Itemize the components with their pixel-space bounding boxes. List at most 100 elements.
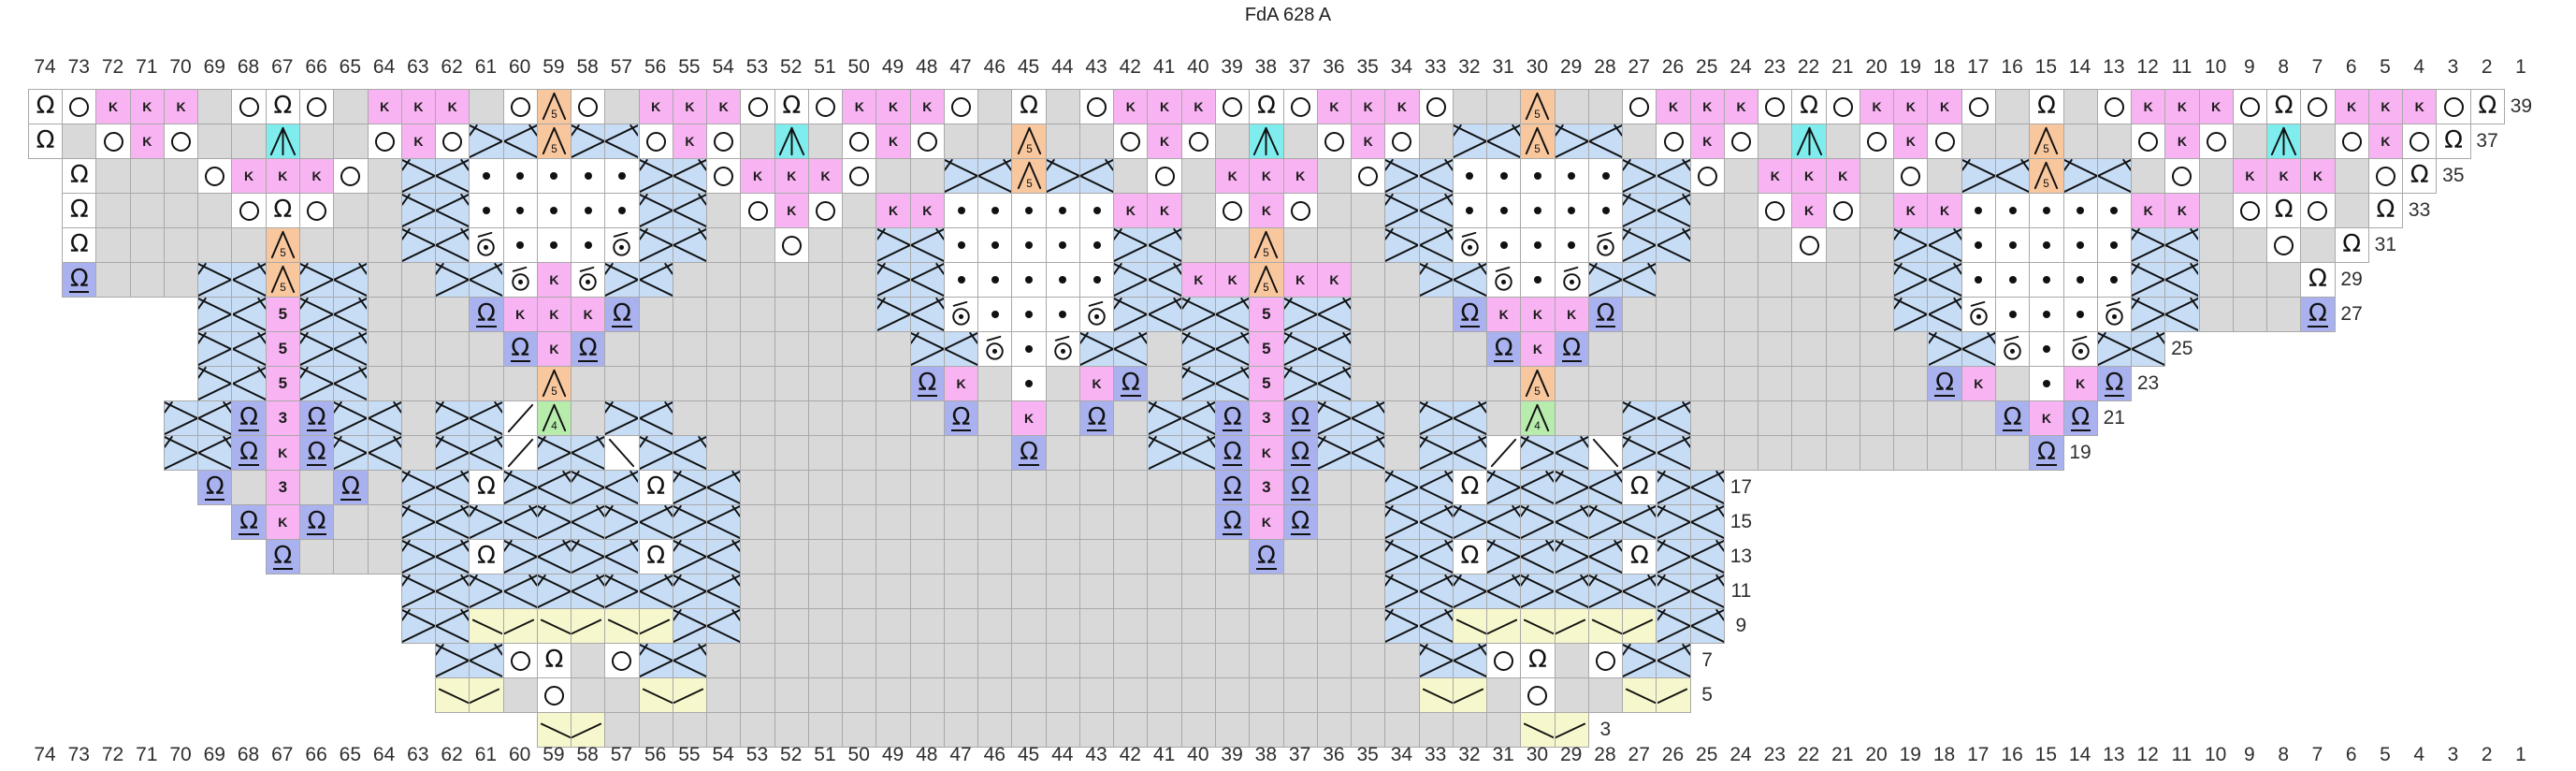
column-number: 46 <box>983 744 1006 765</box>
column-number: 20 <box>1865 56 1888 78</box>
chart-cell <box>571 677 606 713</box>
chart-cell <box>1113 539 1149 575</box>
chart-cell <box>1520 539 1556 575</box>
chart-cell <box>909 539 945 575</box>
chart-cell <box>842 262 877 298</box>
chart-cell <box>1554 262 1589 298</box>
chart-cell <box>2300 193 2336 228</box>
chart-cell <box>1825 193 1860 228</box>
chart-cell <box>909 400 945 436</box>
chart-cell <box>1113 608 1149 644</box>
chart-cell <box>2266 124 2302 159</box>
chart-cell: K <box>1723 89 1759 124</box>
chart-cell <box>2096 331 2133 367</box>
chart-cell <box>909 470 945 505</box>
chart-cell <box>1011 574 1047 609</box>
chart-cell <box>1180 712 1217 748</box>
chart-cell <box>604 608 640 644</box>
chart-cell <box>1723 227 1759 263</box>
chart-cell: K <box>774 158 809 194</box>
chart-cell <box>435 435 470 471</box>
chart-cell <box>1689 366 1725 401</box>
chart-cell <box>1723 331 1759 367</box>
chart-cell <box>1418 124 1454 159</box>
chart-cell: K <box>2164 89 2200 124</box>
chart-cell <box>2300 124 2336 159</box>
chart-cell <box>469 227 504 263</box>
chart-cell <box>435 608 470 644</box>
chart-cell: K <box>1791 193 1827 228</box>
chart-cell <box>400 400 437 436</box>
chart-cell <box>1045 608 1080 644</box>
chart-cell <box>740 608 775 644</box>
chart-cell <box>740 297 775 332</box>
chart-cell <box>197 124 233 159</box>
chart-cell <box>1825 297 1860 332</box>
chart-cell <box>1859 262 1895 298</box>
column-number: 73 <box>67 744 90 765</box>
chart-cell <box>1180 643 1217 678</box>
chart-cell <box>1791 124 1827 159</box>
chart-cell <box>842 331 877 367</box>
chart-cell <box>2266 297 2302 332</box>
chart-cell <box>163 158 199 194</box>
column-number: 60 <box>508 56 531 78</box>
chart-cell <box>1587 366 1624 401</box>
chart-cell: K <box>1893 89 1929 124</box>
column-number: 39 <box>1221 744 1243 765</box>
chart-cell: K <box>1554 297 1589 332</box>
chart-cell <box>604 470 640 505</box>
chart-cell: K <box>435 89 470 124</box>
chart-cell <box>774 331 809 367</box>
chart-cell <box>1656 643 1691 678</box>
chart-cell <box>571 158 606 194</box>
chart-cell: Ω <box>265 539 301 575</box>
chart-cell <box>2096 227 2133 263</box>
chart-cell <box>706 435 742 471</box>
row-label: 7 <box>1701 649 1713 671</box>
chart-cell <box>1045 400 1080 436</box>
chart-cell: K <box>2367 89 2404 124</box>
chart-cell <box>1452 643 1488 678</box>
chart-cell: K <box>1113 193 1149 228</box>
chart-cell: Ω <box>638 539 673 575</box>
chart-cell <box>163 193 199 228</box>
chart-cell <box>1622 227 1657 263</box>
chart-cell <box>876 400 911 436</box>
chart-cell <box>1147 262 1182 298</box>
chart-cell <box>1622 366 1657 401</box>
chart-cell <box>604 712 640 748</box>
column-number: 23 <box>1763 744 1786 765</box>
chart-cell <box>1723 435 1759 471</box>
chart-cell <box>1384 193 1420 228</box>
chart-cell <box>1011 470 1047 505</box>
chart-cell <box>1316 435 1353 471</box>
chart-cell <box>1689 470 1725 505</box>
column-number: 65 <box>339 744 361 765</box>
chart-cell <box>876 504 911 540</box>
chart-cell <box>1452 193 1488 228</box>
row-label: 19 <box>2069 442 2091 463</box>
chart-cell <box>1791 366 1827 401</box>
chart-cell: Ω <box>1587 297 1624 332</box>
chart-cell <box>1927 158 1962 194</box>
chart-cell <box>876 539 911 575</box>
chart-cell <box>1282 608 1318 644</box>
chart-cell <box>1147 504 1182 540</box>
svg-text:4: 4 <box>551 420 557 432</box>
chart-cell <box>1384 539 1420 575</box>
column-number: 29 <box>1560 744 1583 765</box>
column-number: 16 <box>2001 744 2023 765</box>
chart-cell: Ω <box>909 366 945 401</box>
column-number: 16 <box>2001 56 2023 78</box>
column-number: 49 <box>881 744 904 765</box>
chart-cell <box>807 297 844 332</box>
chart-cell <box>1656 158 1691 194</box>
chart-cell <box>807 89 844 124</box>
column-number: 19 <box>1899 56 1921 78</box>
column-number: 51 <box>814 744 836 765</box>
chart-cell <box>638 262 673 298</box>
column-number: 37 <box>1288 744 1311 765</box>
column-number: 7 <box>2311 56 2323 78</box>
chart-cell <box>1078 262 1115 298</box>
